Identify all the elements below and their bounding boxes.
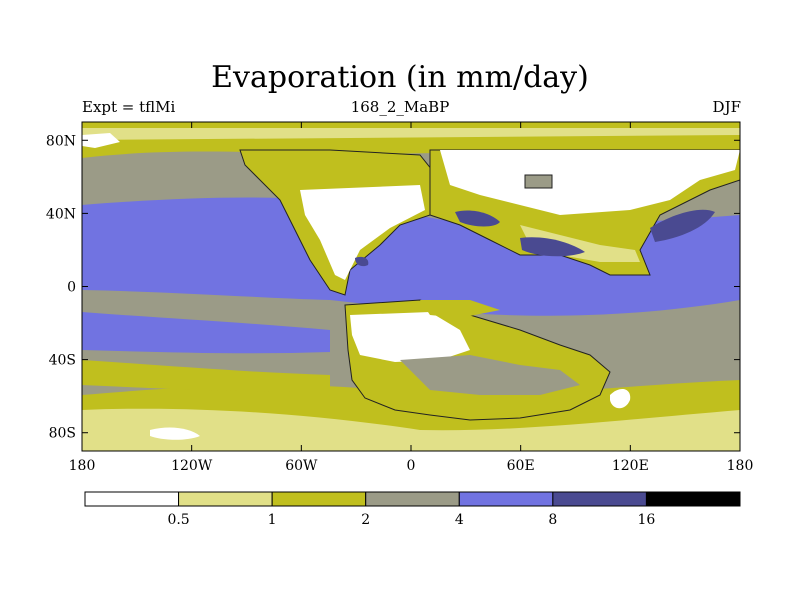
colorbar-swatch: [458, 491, 554, 507]
season-label: DJF: [712, 98, 741, 116]
map-field: [82, 122, 740, 451]
colorbar-label: 4: [455, 512, 464, 528]
colorbar-swatch: [271, 491, 367, 507]
colorbar-swatch: [552, 491, 647, 507]
lat-tick-label: 40N: [46, 206, 76, 222]
lat-tick-label: 80N: [46, 133, 76, 149]
plot-title: Evaporation (in mm/day): [211, 60, 589, 95]
lon-tick-label: 60E: [507, 458, 535, 474]
colorbar-swatch: [645, 491, 741, 507]
period-label: 168_2_MaBP: [350, 98, 450, 116]
lat-tick-label: 0: [67, 280, 76, 296]
colorbar-label: 2: [361, 512, 370, 528]
colorbar-swatch: [178, 491, 273, 507]
lon-tick-label: 120E: [612, 458, 649, 474]
lat-tick-label: 40S: [49, 353, 76, 369]
axis-ticks: 80N 40N 0 40S 80S 180 120W 60W 0 60E 120E 180: [46, 122, 753, 474]
colorbar-swatch: [365, 491, 460, 507]
colorbar: 0.5 1 2 4 8 16: [84, 491, 741, 528]
colorbar-label: 0.5: [167, 512, 189, 528]
lon-tick-label: 60W: [285, 458, 318, 474]
lat-tick-label: 80S: [49, 426, 76, 442]
experiment-label: Expt = tflMi: [82, 98, 176, 116]
lon-tick-label: 180: [69, 458, 96, 474]
lon-tick-label: 180: [727, 458, 754, 474]
colorbar-label: 1: [268, 512, 277, 528]
colorbar-swatch: [84, 491, 180, 507]
lon-tick-label: 120W: [171, 458, 213, 474]
colorbar-label: 16: [638, 512, 656, 528]
colorbar-label: 8: [548, 512, 557, 528]
lon-tick-label: 0: [407, 458, 416, 474]
